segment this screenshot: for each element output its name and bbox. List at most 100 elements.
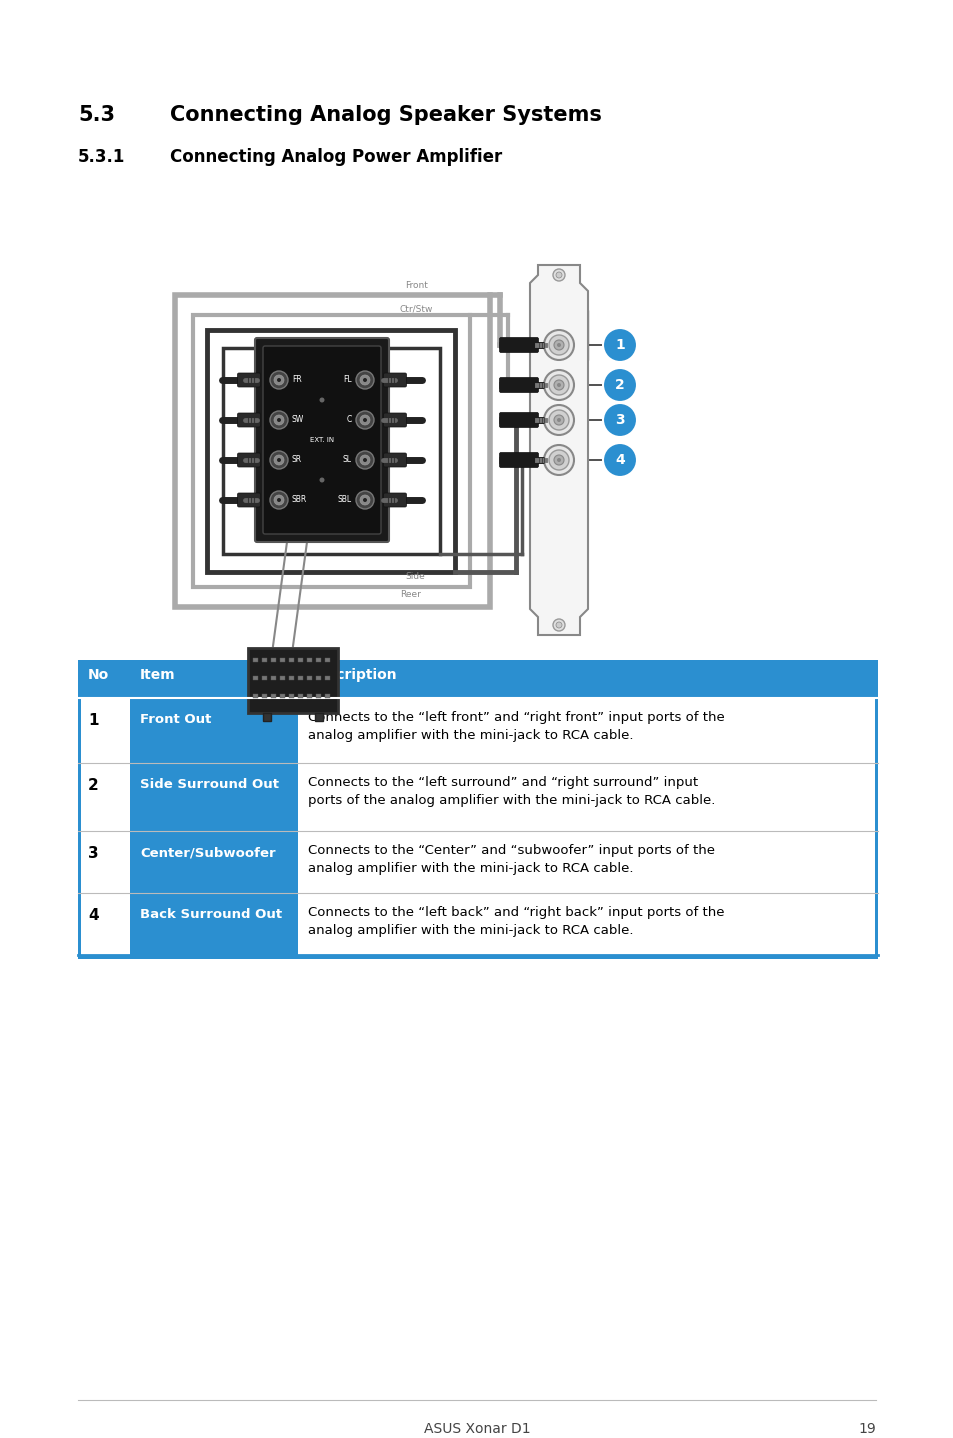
Circle shape <box>276 457 281 462</box>
FancyBboxPatch shape <box>263 347 380 533</box>
Circle shape <box>270 371 288 390</box>
Text: SBR: SBR <box>292 496 307 505</box>
FancyBboxPatch shape <box>237 372 260 387</box>
Text: SR: SR <box>292 456 302 464</box>
Bar <box>78 697 877 764</box>
Text: No: No <box>88 669 110 682</box>
Circle shape <box>556 623 561 628</box>
Text: 1: 1 <box>88 713 98 728</box>
Circle shape <box>543 370 574 400</box>
Bar <box>130 831 297 893</box>
Text: 5.3.1: 5.3.1 <box>78 148 125 165</box>
Bar <box>297 659 303 661</box>
Bar <box>297 676 303 680</box>
Bar <box>130 697 297 764</box>
FancyBboxPatch shape <box>579 311 587 360</box>
Bar <box>314 713 323 720</box>
Bar <box>130 764 297 831</box>
Bar <box>315 676 320 680</box>
Circle shape <box>553 269 564 280</box>
Circle shape <box>557 383 560 387</box>
Bar <box>315 659 320 661</box>
Circle shape <box>557 418 560 421</box>
FancyBboxPatch shape <box>383 372 406 387</box>
Circle shape <box>602 403 637 437</box>
Circle shape <box>557 457 560 462</box>
Circle shape <box>557 344 560 347</box>
Circle shape <box>359 375 370 385</box>
Bar <box>874 893 877 955</box>
Bar <box>78 697 81 764</box>
Circle shape <box>543 329 574 360</box>
Circle shape <box>363 378 367 383</box>
Text: 3: 3 <box>88 846 98 861</box>
Bar <box>315 695 320 697</box>
Bar <box>874 697 877 764</box>
Circle shape <box>359 495 370 505</box>
Bar <box>78 660 877 697</box>
Text: 4: 4 <box>615 453 624 467</box>
Circle shape <box>556 272 561 278</box>
Circle shape <box>602 368 637 403</box>
Circle shape <box>359 416 370 426</box>
Text: 19: 19 <box>858 1422 875 1437</box>
Text: Connecting Analog Power Amplifier: Connecting Analog Power Amplifier <box>170 148 501 165</box>
Bar <box>280 676 285 680</box>
Bar <box>325 676 330 680</box>
Circle shape <box>274 454 284 464</box>
Circle shape <box>548 410 568 430</box>
Circle shape <box>355 452 374 469</box>
Bar <box>253 676 257 680</box>
Bar <box>297 695 303 697</box>
Circle shape <box>270 490 288 509</box>
FancyBboxPatch shape <box>254 338 389 542</box>
Bar <box>130 893 297 955</box>
Circle shape <box>319 397 324 403</box>
Bar <box>307 676 312 680</box>
Text: Item: Item <box>140 669 175 682</box>
Text: C: C <box>346 416 352 424</box>
Circle shape <box>319 477 324 483</box>
FancyBboxPatch shape <box>248 649 337 713</box>
Text: 4: 4 <box>88 907 98 923</box>
FancyBboxPatch shape <box>237 453 260 467</box>
Text: Connects to the “left surround” and “right surround” input
ports of the analog a: Connects to the “left surround” and “rig… <box>308 777 715 807</box>
Bar <box>78 893 877 955</box>
Circle shape <box>276 498 281 502</box>
Text: 3: 3 <box>615 413 624 427</box>
Bar <box>262 695 267 697</box>
Circle shape <box>554 380 563 390</box>
Text: Center/Subwoofer: Center/Subwoofer <box>140 846 275 858</box>
Circle shape <box>548 375 568 395</box>
Circle shape <box>355 490 374 509</box>
Circle shape <box>274 495 284 505</box>
Bar <box>78 764 877 831</box>
Bar <box>874 831 877 893</box>
Circle shape <box>355 411 374 429</box>
Text: Side: Side <box>405 572 424 581</box>
Text: Connects to the “left front” and “right front” input ports of the
analog amplifi: Connects to the “left front” and “right … <box>308 710 724 742</box>
Text: FR: FR <box>292 375 301 384</box>
Circle shape <box>274 375 284 385</box>
Text: Connects to the “Center” and “subwoofer” input ports of the
analog amplifier wit: Connects to the “Center” and “subwoofer”… <box>308 844 714 874</box>
Circle shape <box>363 418 367 421</box>
Circle shape <box>274 416 284 426</box>
Text: Front: Front <box>405 280 428 290</box>
FancyBboxPatch shape <box>499 338 537 352</box>
Text: Front Out: Front Out <box>140 713 212 726</box>
Text: Reer: Reer <box>399 590 420 600</box>
Text: SBL: SBL <box>337 496 352 505</box>
Bar <box>78 955 877 959</box>
FancyBboxPatch shape <box>383 493 406 508</box>
Circle shape <box>270 452 288 469</box>
FancyBboxPatch shape <box>383 453 406 467</box>
Circle shape <box>276 418 281 421</box>
Polygon shape <box>530 265 587 636</box>
Circle shape <box>554 416 563 426</box>
Bar <box>280 695 285 697</box>
Circle shape <box>355 371 374 390</box>
Circle shape <box>602 443 637 477</box>
Bar <box>263 713 271 720</box>
Bar <box>874 764 877 831</box>
Bar <box>289 695 294 697</box>
